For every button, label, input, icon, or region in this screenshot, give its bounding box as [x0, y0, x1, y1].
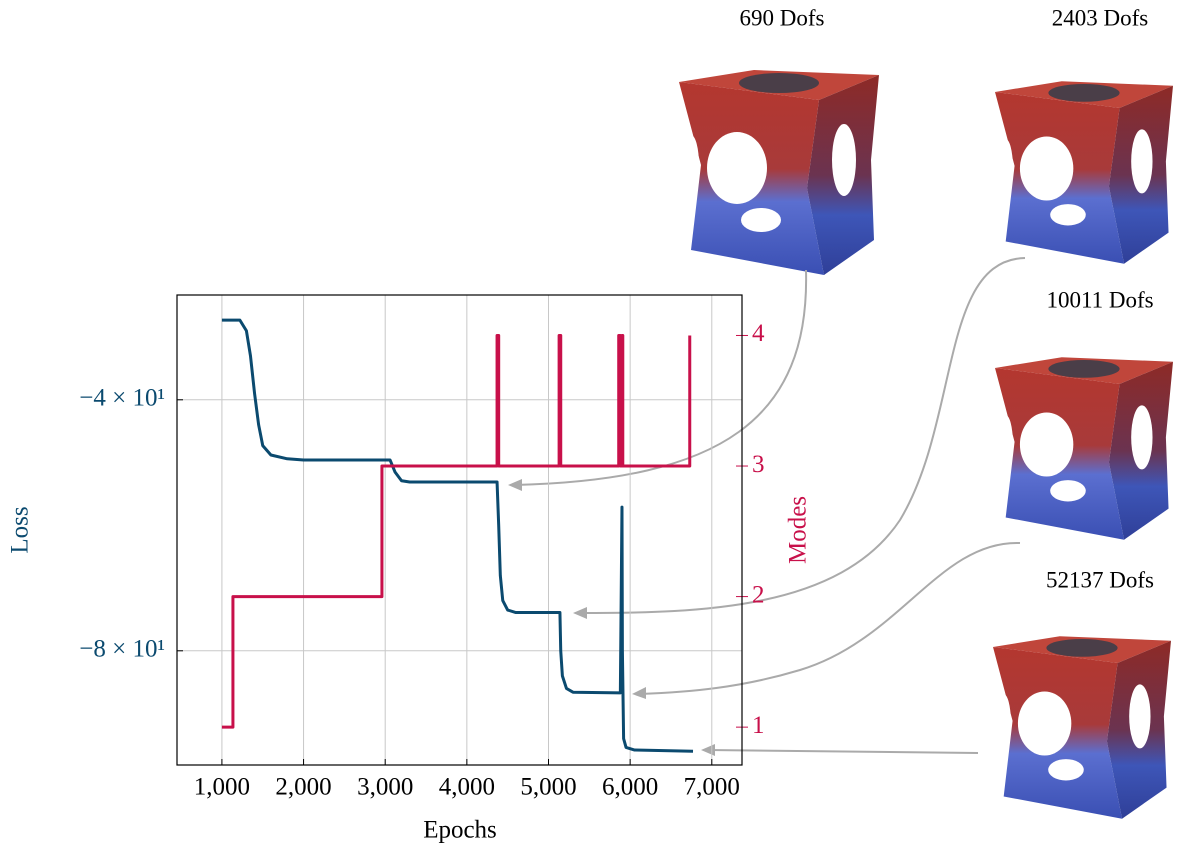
y-axis-label: Loss [7, 506, 34, 553]
arrow-head [701, 744, 715, 756]
x-tick-label: 5,000 [520, 774, 576, 801]
x-tick-label: 6,000 [602, 774, 658, 801]
chart: 690 Dofs 2403 Dofs 10011 Dofs 52137 Dofs… [0, 0, 1195, 849]
mesh-cube [993, 636, 1171, 818]
annotation: 2403 Dofs [1052, 5, 1149, 30]
y-tick-label: −8 × 10¹ [79, 636, 165, 663]
x-tick-label: 2,000 [275, 774, 331, 801]
y2-tick-label: 2 [752, 581, 765, 608]
x-tick-label: 1,000 [194, 774, 250, 801]
y2-tick-label: 4 [752, 320, 765, 347]
arrows [515, 258, 1025, 753]
arrow-heads [508, 479, 715, 756]
arrow [708, 750, 978, 753]
y-tick-label: −4 × 10¹ [79, 385, 165, 412]
y2-axis-label: Modes [785, 496, 812, 564]
y2-tick-label: 1 [752, 712, 765, 739]
arrow [640, 543, 1020, 694]
plot-frame [177, 295, 742, 765]
mesh-cube [995, 81, 1173, 263]
arrow-head [508, 479, 522, 491]
mesh-images [679, 70, 1173, 819]
annotation: 52137 Dofs [1046, 567, 1154, 592]
x-tick-label: 4,000 [439, 774, 495, 801]
annotation: 690 Dofs [740, 5, 825, 30]
mesh-cube [995, 357, 1173, 539]
page: 690 Dofs 2403 Dofs 10011 Dofs 52137 Dofs… [0, 0, 1195, 849]
arrow-head [573, 607, 587, 619]
y2-tick-label: 3 [752, 451, 765, 478]
annotation: 10011 Dofs [1046, 287, 1153, 312]
arrow-head [632, 687, 646, 699]
x-axis-label: Epochs [423, 817, 497, 844]
x-tick-label: 7,000 [684, 774, 740, 801]
x-tick-label: 3,000 [357, 774, 413, 801]
mesh-cube [679, 70, 879, 275]
